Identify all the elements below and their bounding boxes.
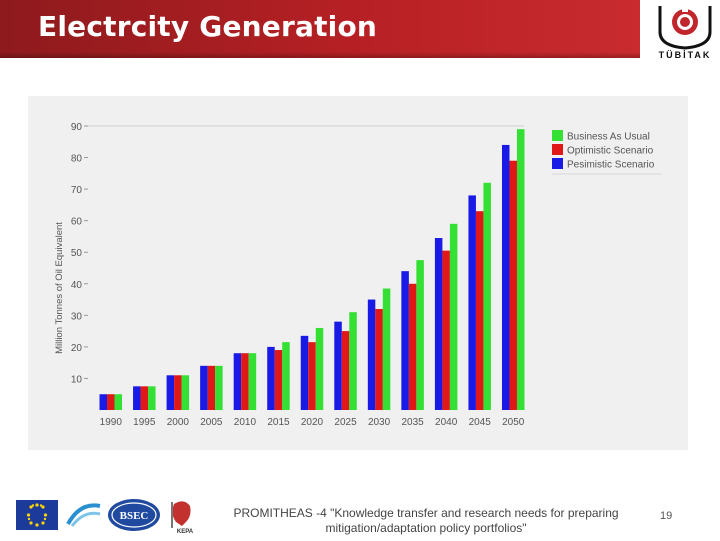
bar-pesimistic-scenario [233, 353, 242, 410]
bar-optimistic-scenario [509, 160, 517, 410]
bar-optimistic-scenario [140, 386, 149, 410]
footer-text: PROMITHEAS -4 "Knowledge transfer and re… [233, 506, 619, 535]
bar-business-as-usual [114, 394, 123, 410]
x-tick-label: 2040 [435, 417, 458, 428]
bar-pesimistic-scenario [334, 321, 342, 410]
title-bar: Electrcity Generation [0, 0, 640, 58]
x-tick-label: 2035 [401, 417, 424, 428]
legend-swatch [552, 158, 563, 169]
y-tick-label: 60 [71, 217, 83, 228]
bar-business-as-usual [349, 312, 357, 410]
y-tick-label: 90 [71, 122, 83, 133]
bar-pesimistic-scenario [200, 365, 208, 410]
bar-pesimistic-scenario [401, 271, 409, 410]
slide-title: Electrcity Generation [38, 10, 378, 43]
bar-optimistic-scenario [107, 394, 115, 410]
x-tick-label: 2020 [301, 417, 324, 428]
bar-business-as-usual [483, 182, 491, 410]
page-number: 19 [660, 510, 673, 522]
bar-business-as-usual [215, 365, 223, 410]
bar-pesimistic-scenario [166, 375, 175, 410]
bar-business-as-usual [148, 386, 156, 410]
bar-pesimistic-scenario [133, 386, 141, 410]
bar-pesimistic-scenario [99, 394, 108, 410]
x-tick-label: 2050 [502, 417, 525, 428]
y-axis-label: Million Tonnes of Oil Equivalent [54, 222, 65, 354]
bar-business-as-usual [449, 223, 458, 410]
legend-swatch [552, 130, 563, 141]
logo-text: TÜBİTAK [658, 50, 712, 60]
tubitak-emblem-icon [658, 4, 712, 50]
bar-business-as-usual [315, 327, 324, 410]
y-tick-label: 80 [71, 154, 83, 165]
bar-optimistic-scenario [207, 365, 216, 410]
bar-pesimistic-scenario [267, 346, 275, 410]
eu-flag-icon [16, 500, 58, 530]
x-tick-label: 2045 [469, 417, 492, 428]
bar-business-as-usual [382, 288, 391, 410]
legend-swatch [552, 144, 563, 155]
x-tick-label: 1995 [133, 417, 156, 428]
y-tick-label: 70 [71, 185, 83, 196]
legend-label: Optimistic Scenario [567, 146, 654, 157]
x-tick-label: 2010 [234, 417, 257, 428]
title-bar-shadow [0, 52, 640, 58]
y-tick-label: 50 [71, 248, 83, 259]
x-tick-label: 1990 [100, 417, 123, 428]
bar-optimistic-scenario [241, 353, 249, 410]
bar-business-as-usual [248, 353, 257, 410]
x-tick-label: 2025 [334, 417, 357, 428]
bar-business-as-usual [416, 260, 424, 410]
kepa-logo-text: KEPA [177, 529, 194, 535]
bar-optimistic-scenario [341, 331, 350, 410]
bar-business-as-usual [181, 375, 190, 410]
legend-label: Business As Usual [567, 132, 650, 143]
bar-optimistic-scenario [408, 283, 417, 410]
y-tick-label: 10 [71, 374, 83, 385]
chart-panel: 10 20 30 40 50 60 70 80 90 Million Tonnes of Oil … [28, 96, 688, 450]
bar-business-as-usual [516, 129, 525, 410]
bar-optimistic-scenario [475, 211, 484, 410]
tubitak-logo: TÜBİTAK [652, 2, 718, 64]
y-tick-label: 20 [71, 343, 83, 354]
legend-label: Pesimistic Scenario [567, 160, 655, 171]
bar-pesimistic-scenario [367, 299, 376, 410]
x-tick-label: 2000 [167, 417, 190, 428]
y-tick-label: 30 [71, 311, 83, 322]
x-tick-label: 2005 [200, 417, 223, 428]
bsec-logo-icon: BSEC [108, 499, 160, 531]
x-tick-label: 2015 [267, 417, 290, 428]
bar-pesimistic-scenario [300, 335, 309, 410]
bar-optimistic-scenario [375, 309, 383, 410]
bsec-logo-text: BSEC [120, 510, 149, 522]
bar-pesimistic-scenario [468, 195, 476, 410]
bar-optimistic-scenario [274, 350, 283, 410]
bar-business-as-usual [282, 342, 290, 410]
bar-pesimistic-scenario [434, 238, 443, 410]
bar-optimistic-scenario [442, 250, 450, 410]
kepa-logo-icon: KEPA [164, 498, 208, 535]
footer-logos: BSEC KEPA [14, 496, 214, 536]
y-tick-label: 40 [71, 280, 83, 291]
bar-optimistic-scenario [308, 342, 316, 410]
framework-programme-icon [64, 502, 102, 528]
x-tick-label: 2030 [368, 417, 391, 428]
bar-pesimistic-scenario [501, 144, 510, 410]
bar-optimistic-scenario [174, 375, 182, 410]
